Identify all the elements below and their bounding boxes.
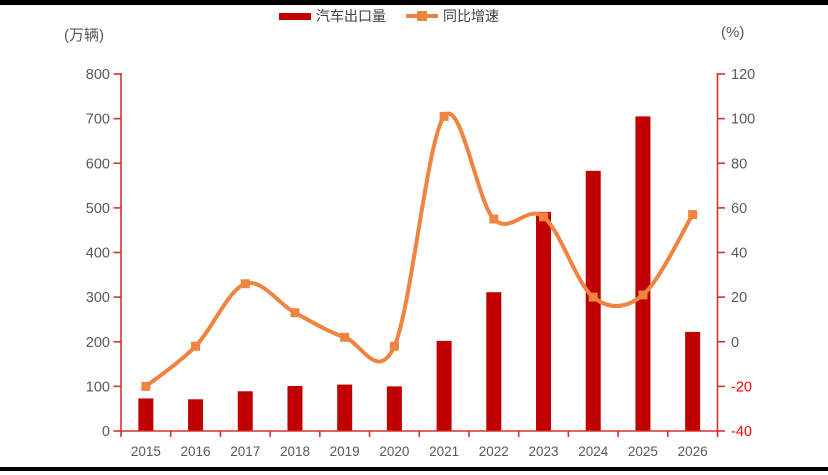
left-axis-tick-label: 0 [102, 424, 110, 440]
legend-label-export-volume: 汽车出口量 [316, 8, 386, 24]
left-axis-tick-label: 600 [86, 156, 110, 172]
growth-marker-2023 [539, 212, 549, 222]
x-axis-year-label: 2016 [181, 444, 211, 459]
left-axis-tick-label: 200 [86, 335, 110, 351]
right-axis-tick-label: 60 [731, 201, 747, 217]
left-axis-tick-label: 700 [86, 112, 110, 128]
bar-series-swatch-icon [279, 12, 311, 20]
export-bar-2018 [287, 385, 303, 431]
growth-marker-2019 [340, 332, 350, 342]
chart-legend: 汽车出口量 同比增速 [279, 9, 499, 23]
growth-marker-2025 [638, 290, 648, 300]
x-axis-year-label: 2025 [628, 444, 658, 459]
left-axis-tick-label: 300 [86, 290, 110, 306]
growth-marker-2016 [191, 341, 201, 351]
left-axis-tick-label: 500 [86, 201, 110, 217]
export-bar-2017 [237, 391, 253, 431]
x-axis-year-label: 2026 [678, 444, 708, 459]
line-series-swatch-icon [406, 11, 438, 21]
x-axis-year-label: 2022 [479, 444, 509, 459]
growth-marker-2022 [489, 214, 499, 224]
legend-label-yoy-growth: 同比增速 [443, 8, 499, 24]
export-bar-2022 [486, 292, 502, 431]
right-axis-tick-label: -20 [731, 379, 752, 395]
growth-marker-2018 [290, 308, 300, 318]
export-bar-2019 [337, 384, 353, 431]
x-axis-year-label: 2024 [578, 444, 609, 459]
growth-marker-2020 [389, 341, 399, 351]
growth-marker-2021 [439, 111, 449, 121]
x-axis-year-label: 2020 [379, 444, 409, 459]
growth-marker-2017 [240, 279, 250, 289]
export-bar-2016 [188, 399, 204, 431]
x-axis-year-label: 2019 [330, 444, 360, 459]
growth-marker-2024 [588, 292, 598, 302]
x-axis-year-label: 2021 [429, 444, 459, 459]
right-axis-tick-label: 100 [731, 112, 755, 128]
yoy-growth-line [143, 111, 695, 389]
top-divider-bar [0, 0, 828, 5]
growth-marker-2015 [141, 381, 151, 391]
right-axis-tick-label: 0 [731, 335, 739, 351]
export-bar-2020 [386, 386, 402, 431]
x-axis-year-label: 2018 [280, 444, 310, 459]
x-axis-year-label: 2017 [230, 444, 260, 459]
export-bar-2025 [635, 116, 651, 432]
left-axis-unit-label: (万辆) [64, 27, 104, 44]
left-axis-tick-label: 100 [86, 379, 110, 395]
legend-item-export-volume: 汽车出口量 [279, 9, 386, 23]
export-bar-2015 [138, 398, 154, 431]
export-bar-2026 [685, 331, 701, 431]
right-axis-unit-label: (%) [721, 24, 745, 41]
growth-marker-2026 [688, 210, 698, 220]
right-axis-tick-label: 40 [731, 246, 747, 262]
left-axis-tick-label: 800 [86, 67, 110, 83]
x-axis-year-label: 2015 [131, 444, 161, 459]
bottom-divider-bar [0, 467, 828, 471]
x-axis-year-label: 2023 [528, 444, 558, 459]
right-axis-tick-label: 80 [731, 156, 747, 172]
right-axis-tick-label: 20 [731, 290, 747, 306]
right-axis-tick-label: 120 [731, 67, 755, 83]
export-bar-2021 [436, 340, 452, 431]
export-bar-2023 [536, 211, 552, 431]
legend-item-yoy-growth: 同比增速 [406, 9, 499, 23]
right-axis-tick-label: -40 [731, 424, 752, 440]
left-axis-tick-label: 400 [86, 246, 110, 262]
